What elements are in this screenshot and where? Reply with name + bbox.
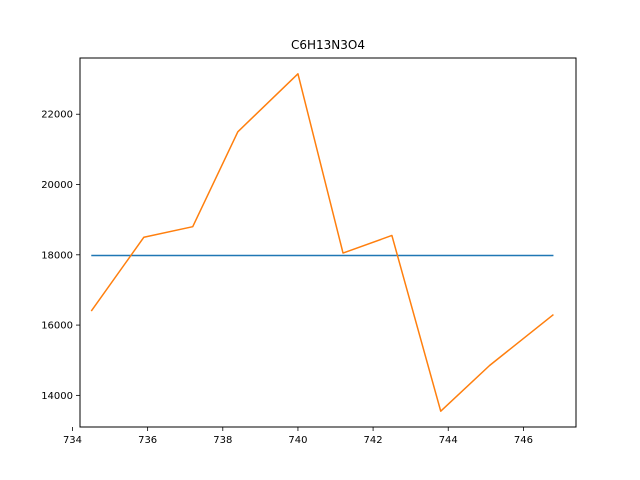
x-tick-label: 736: [138, 435, 157, 446]
chart-title: C6H13N3O4: [291, 38, 365, 52]
x-tick-label: 744: [439, 435, 458, 446]
x-tick-label: 742: [364, 435, 383, 446]
x-tick-label: 734: [63, 435, 82, 446]
series-line-1: [90, 73, 554, 412]
y-tick-label: 18000: [41, 250, 73, 261]
y-axis-ticks: 14000 16000 18000 20000 22000: [41, 110, 80, 402]
x-axis-ticks: 734 736 738 740 742 744 746: [63, 427, 533, 446]
y-tick-label: 14000: [41, 391, 73, 402]
y-tick-label: 16000: [41, 321, 73, 332]
y-tick-label: 20000: [41, 180, 73, 191]
x-tick-label: 740: [288, 435, 307, 446]
plot-frame: [79, 57, 577, 428]
y-tick-label: 22000: [41, 110, 73, 121]
series-layer: [90, 73, 554, 412]
x-tick-label: 746: [514, 435, 533, 446]
x-tick-label: 738: [213, 435, 232, 446]
